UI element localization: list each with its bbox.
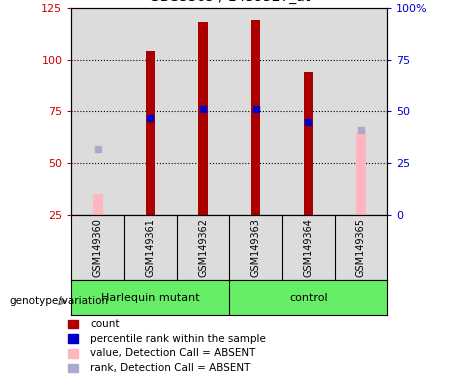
Bar (146, 51, 155, 215)
Text: GSM149360: GSM149360 (93, 218, 103, 277)
Text: GSM149365: GSM149365 (356, 218, 366, 277)
Text: GSM149362: GSM149362 (198, 218, 208, 277)
Text: GSM149364: GSM149364 (303, 218, 313, 277)
Text: GSM149361: GSM149361 (145, 218, 155, 277)
Text: percentile rank within the sample: percentile rank within the sample (90, 334, 266, 344)
Bar (93, 194, 102, 215)
Text: control: control (289, 293, 328, 303)
Bar (303, 72, 313, 215)
Bar (251, 20, 260, 215)
Text: Harlequin mutant: Harlequin mutant (101, 293, 200, 303)
Text: rank, Detection Call = ABSENT: rank, Detection Call = ABSENT (90, 363, 250, 373)
Title: GDS3365 / 1439527_at: GDS3365 / 1439527_at (148, 0, 310, 4)
Text: genotype/variation: genotype/variation (9, 296, 108, 306)
Text: GSM149363: GSM149363 (251, 218, 260, 277)
Text: value, Detection Call = ABSENT: value, Detection Call = ABSENT (90, 348, 255, 358)
Bar (356, 132, 366, 215)
Text: count: count (90, 319, 119, 329)
Bar (198, 22, 208, 215)
